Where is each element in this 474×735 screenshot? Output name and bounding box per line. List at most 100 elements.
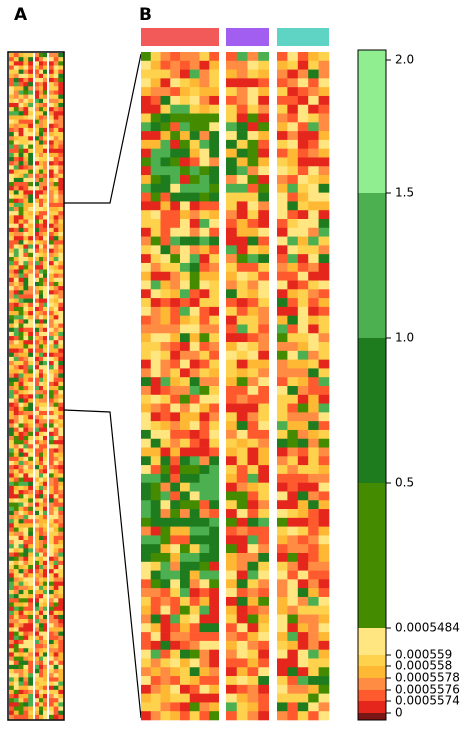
heatmap-cell (23, 57, 29, 62)
heatmap-cell (160, 148, 171, 158)
heatmap-cell (49, 694, 54, 699)
heatmap-cell (18, 552, 24, 557)
heatmap-cell (13, 248, 19, 254)
heatmap-cell (58, 69, 64, 75)
heatmap-cell (13, 177, 19, 183)
heatmap-cell (170, 553, 181, 563)
heatmap-cell (58, 340, 64, 345)
heatmap-cell (18, 573, 24, 578)
heatmap-cell (141, 192, 152, 202)
heatmap-cell (49, 398, 54, 403)
heatmap-cell (150, 280, 161, 290)
heatmap-cell (189, 236, 200, 246)
heatmap-cell (35, 635, 40, 641)
heatmap-cell (28, 585, 34, 591)
heatmap-cell (49, 598, 54, 603)
heatmap-cell (160, 227, 171, 237)
heatmap-cell (35, 660, 40, 666)
heatmap-cell (43, 535, 48, 541)
heatmap-cell (43, 581, 48, 587)
heatmap-cell (258, 658, 270, 668)
heatmap-cell (258, 579, 270, 589)
heatmap-cell (180, 157, 191, 167)
heatmap-cell (35, 315, 40, 320)
heatmap-cell (180, 60, 191, 70)
heatmap-cell (287, 561, 299, 571)
heatmap-cell (53, 311, 59, 316)
heatmap-cell (236, 122, 248, 132)
heatmap-cell (160, 368, 171, 378)
heatmap-cell (58, 689, 64, 695)
heatmap-cell (35, 140, 40, 145)
heatmap-cell (236, 69, 248, 79)
heatmap-cell (180, 676, 191, 686)
heatmap-cell (49, 452, 54, 458)
heatmap-cell (23, 552, 29, 557)
heatmap-cell (18, 602, 24, 607)
heatmap-cell (43, 714, 48, 720)
heatmap-cell (287, 52, 299, 62)
heatmap-cell (160, 350, 171, 360)
heatmap-cell (39, 494, 44, 499)
heatmap-cell (150, 95, 161, 106)
heatmap-cell (199, 262, 210, 273)
heatmap-cell (58, 227, 64, 233)
heatmap-cell (236, 175, 248, 185)
heatmap-cell (308, 175, 319, 185)
heatmap-cell (247, 60, 259, 70)
heatmap-cell (39, 706, 44, 711)
heatmap-cell (35, 65, 40, 70)
heatmap-cell (18, 365, 24, 370)
heatmap-cell (160, 262, 171, 273)
heatmap-cell (43, 98, 48, 104)
heatmap-cell (28, 373, 34, 378)
heatmap-cell (43, 186, 48, 191)
heatmap-cell (13, 490, 19, 495)
heatmap-cell (43, 69, 48, 75)
heatmap-cell (39, 265, 44, 270)
heatmap-cell (49, 90, 54, 95)
heatmap-cell (180, 588, 191, 598)
heatmap-cell (247, 509, 259, 519)
heatmap-cell (43, 236, 48, 241)
heatmap-cell (308, 640, 319, 650)
heatmap-cell (49, 610, 54, 616)
heatmap-cell (287, 702, 299, 712)
heatmap-cell (39, 77, 44, 83)
heatmap-cell (199, 113, 210, 123)
heatmap-cell (53, 381, 59, 387)
heatmap-cell (13, 136, 19, 141)
heatmap-cell (170, 245, 181, 255)
heatmap-cell (35, 90, 40, 95)
heatmap-cell (58, 606, 64, 612)
heatmap-cell (43, 702, 48, 707)
heatmap-cell (199, 517, 210, 527)
heatmap-cell (13, 594, 19, 599)
heatmap-cell (23, 581, 29, 587)
heatmap-cell (58, 610, 64, 616)
heatmap-cell (35, 361, 40, 366)
heatmap-cell (9, 115, 15, 120)
heatmap-cell (49, 177, 54, 183)
heatmap-cell (49, 365, 54, 370)
heatmap-cell (43, 386, 48, 391)
heatmap-cell (236, 456, 248, 466)
heatmap-cell (141, 219, 152, 229)
heatmap-cell (18, 152, 24, 158)
heatmap-cell (141, 570, 152, 580)
heatmap-cell (39, 336, 44, 341)
heatmap-cell (9, 211, 15, 216)
heatmap-cell (23, 448, 29, 453)
heatmap-cell (308, 298, 319, 308)
heatmap-cell (35, 569, 40, 574)
heatmap-cell (35, 556, 40, 562)
heatmap-cell (49, 415, 54, 420)
heatmap-cell (318, 148, 330, 158)
heatmap-cell (58, 381, 64, 387)
heatmap-cell (35, 490, 40, 495)
heatmap-cell (180, 289, 191, 299)
heatmap-cell (226, 640, 238, 650)
heatmap-cell (23, 656, 29, 662)
heatmap-cell (53, 327, 59, 333)
heatmap-cell (9, 327, 15, 333)
